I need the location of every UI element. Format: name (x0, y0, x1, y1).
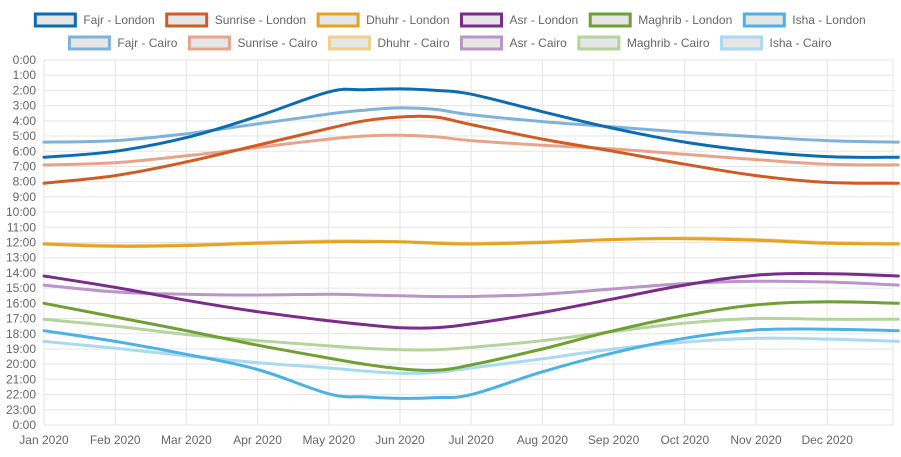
y-tick-label: 1:00 (13, 68, 37, 82)
legend-item-sunrise-cairo[interactable]: Sunrise - Cairo (187, 35, 318, 51)
legend-label: Asr - Cairo (510, 36, 568, 50)
legend-swatch (588, 12, 632, 28)
y-tick-label: 19:00 (6, 342, 36, 356)
legend-swatch (577, 35, 621, 51)
legend-label: Asr - London (510, 13, 579, 27)
legend-swatch (67, 35, 111, 51)
legend-label: Dhuhr - London (366, 13, 449, 27)
y-tick-label: 2:00 (13, 83, 37, 97)
y-tick-label: 12:00 (6, 236, 36, 250)
x-tick-label: Dec 2020 (802, 433, 854, 447)
legend-swatch (316, 12, 360, 28)
y-tick-label: 18:00 (6, 327, 36, 341)
legend-item-sunrise-london[interactable]: Sunrise - London (165, 12, 306, 28)
legend-item-asr-london[interactable]: Asr - London (460, 12, 579, 28)
legend-label: Isha - London (792, 13, 865, 27)
y-tick-label: 16:00 (6, 296, 36, 310)
legend-label: Sunrise - London (215, 13, 306, 27)
legend-item-dhuhr-london[interactable]: Dhuhr - London (316, 12, 450, 28)
y-tick-label: 0:00 (13, 418, 37, 432)
legend-label: Maghrib - Cairo (627, 36, 710, 50)
x-tick-label: Jul 2020 (449, 433, 495, 447)
y-tick-label: 17:00 (6, 312, 36, 326)
series-line-asr-cairo[interactable] (42, 279, 900, 299)
y-tick-label: 9:00 (13, 190, 37, 204)
y-tick-label: 4:00 (13, 114, 37, 128)
series-lines (42, 87, 900, 400)
x-tick-label: Feb 2020 (90, 433, 141, 447)
series-line-maghrib-cairo[interactable] (42, 316, 900, 352)
legend-label: Fajr - Cairo (117, 36, 177, 50)
series-line-maghrib-london[interactable] (42, 300, 900, 372)
y-tick-label: 14:00 (6, 266, 36, 280)
y-tick-label: 10:00 (6, 205, 36, 219)
legend: Fajr - London Sunrise - London Dhuhr - Lon… (33, 12, 866, 51)
y-tick-label: 20:00 (6, 357, 36, 371)
legend-item-isha-london[interactable]: Isha - London (742, 12, 866, 28)
x-tick-label: Oct 2020 (660, 433, 709, 447)
legend-item-maghrib-cairo[interactable]: Maghrib - Cairo (577, 35, 710, 51)
x-tick-label: May 2020 (302, 433, 355, 447)
series-line-sunrise-london[interactable] (42, 114, 900, 185)
legend-item-fajr-london[interactable]: Fajr - London (33, 12, 155, 28)
series-line-asr-london[interactable] (42, 272, 900, 330)
legend-swatch (460, 35, 503, 51)
legend-swatch (720, 35, 764, 51)
series-line-fajr-london[interactable] (42, 87, 900, 159)
legend-label: Isha - Cairo (770, 36, 832, 50)
series-line-isha-london[interactable] (42, 327, 900, 400)
legend-label: Maghrib - London (638, 13, 732, 27)
legend-item-maghrib-london[interactable]: Maghrib - London (588, 12, 732, 28)
legend-swatch (327, 35, 371, 51)
legend-swatch (165, 12, 209, 28)
legend-label: Fajr - London (83, 13, 154, 27)
legend-swatch (33, 12, 77, 28)
legend-swatch (460, 12, 503, 28)
x-axis: Jan 2020 Feb 2020 Mar 2020 Apr 2020 May 2020… (19, 433, 853, 447)
x-tick-label: Apr 2020 (233, 433, 282, 447)
y-tick-label: 5:00 (13, 129, 37, 143)
legend-item-isha-cairo[interactable]: Isha - Cairo (720, 35, 832, 51)
legend-item-dhuhr-cairo[interactable]: Dhuhr - Cairo (327, 35, 450, 51)
y-tick-label: 23:00 (6, 403, 36, 417)
y-tick-label: 7:00 (13, 159, 37, 173)
legend-item-asr-cairo[interactable]: Asr - Cairo (460, 35, 568, 51)
legend-label: Dhuhr - Cairo (377, 36, 449, 50)
x-tick-label: Aug 2020 (517, 433, 569, 447)
y-tick-label: 0:00 (13, 53, 37, 67)
legend-item-fajr-cairo[interactable]: Fajr - Cairo (67, 35, 178, 51)
x-tick-label: Jun 2020 (375, 433, 425, 447)
y-tick-label: 15:00 (6, 281, 36, 295)
legend-label: Sunrise - Cairo (237, 36, 317, 50)
series-line-sunrise-cairo[interactable] (42, 133, 900, 167)
legend-swatch (187, 35, 231, 51)
y-tick-label: 8:00 (13, 175, 37, 189)
x-tick-label: Jan 2020 (19, 433, 69, 447)
y-tick-label: 21:00 (6, 372, 36, 386)
x-tick-label: Sep 2020 (588, 433, 640, 447)
y-tick-label: 13:00 (6, 251, 36, 265)
y-tick-label: 3:00 (13, 99, 37, 113)
legend-swatch (742, 12, 786, 28)
y-tick-label: 11:00 (7, 220, 36, 234)
y-axis: 0:001:002:003:004:005:006:007:008:009:00… (6, 53, 36, 432)
y-tick-label: 22:00 (6, 388, 36, 402)
series-line-dhuhr-london[interactable] (42, 237, 900, 248)
x-tick-label: Nov 2020 (730, 433, 782, 447)
x-tick-label: Mar 2020 (161, 433, 212, 447)
y-tick-label: 6:00 (13, 144, 37, 158)
